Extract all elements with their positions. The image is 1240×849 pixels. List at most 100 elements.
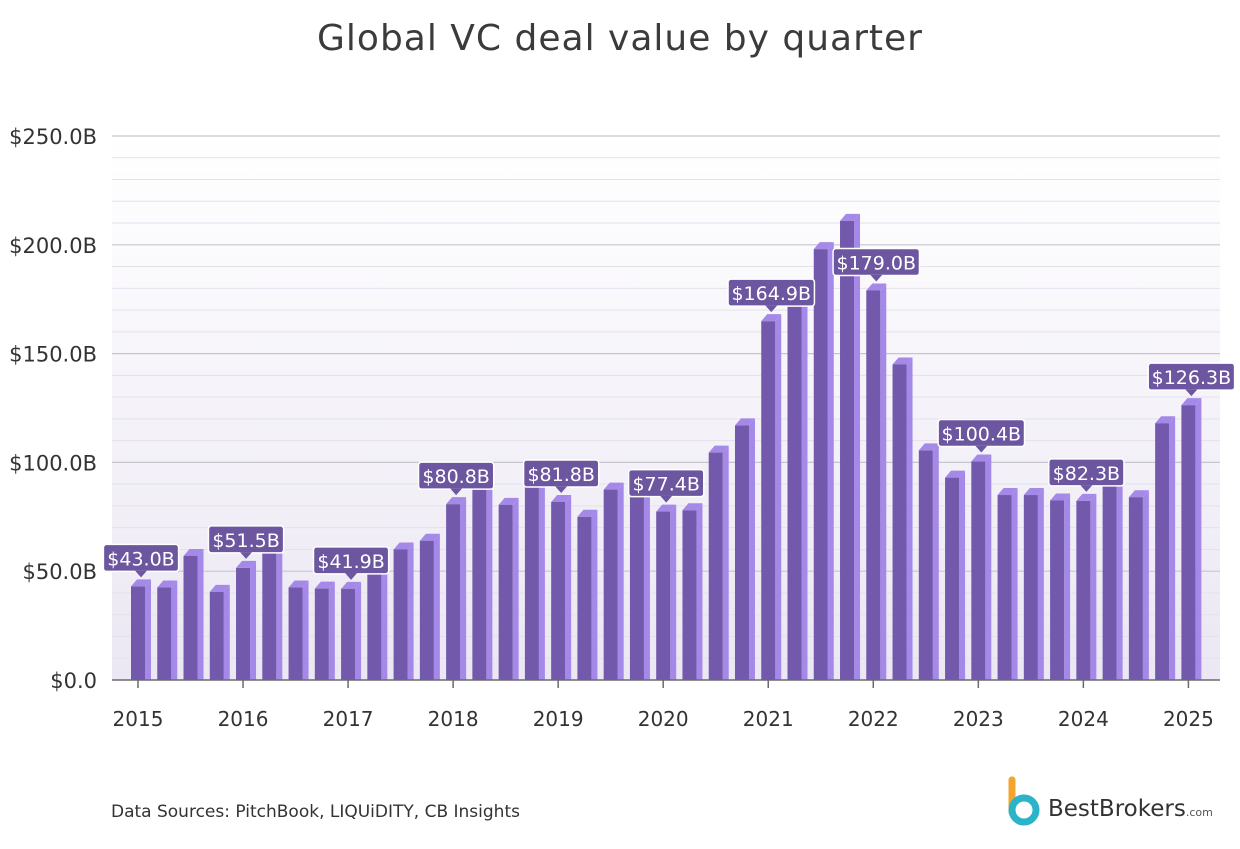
bar	[708, 445, 729, 680]
data-label: $126.3B	[1147, 362, 1236, 397]
bar-top	[341, 581, 362, 589]
bar	[945, 470, 966, 680]
bar	[262, 542, 283, 680]
bar	[367, 563, 388, 680]
bar	[314, 581, 335, 680]
bar-side	[355, 581, 362, 680]
y-axis: $0.0 $50.0B $100.0B $150.0B $200.0B $250.0B	[9, 125, 97, 693]
bar	[1102, 474, 1123, 680]
bar-front	[262, 549, 277, 680]
bar	[551, 495, 572, 680]
y-tick-label: $150.0B	[9, 343, 97, 367]
bar	[524, 477, 545, 680]
bar-front	[1050, 500, 1065, 680]
bar	[1155, 416, 1176, 680]
data-label: $80.8B	[417, 461, 495, 496]
bar-top	[813, 242, 834, 250]
bar-front	[341, 588, 356, 680]
bar-front	[708, 452, 723, 680]
bar-side	[801, 294, 808, 680]
bar-front	[813, 249, 828, 681]
bar-top	[157, 580, 178, 588]
bar-top	[1155, 416, 1176, 424]
data-label-pointer	[1080, 485, 1093, 492]
bar	[209, 584, 230, 680]
bar-top	[866, 283, 887, 291]
data-label: $100.4B	[937, 418, 1026, 453]
bar-top	[419, 533, 440, 541]
bar-front	[918, 450, 933, 680]
bar	[183, 548, 204, 680]
bar-top	[708, 445, 729, 453]
bar-front	[498, 504, 513, 680]
bar-front	[131, 586, 145, 680]
x-tick-label: 2022	[848, 707, 899, 731]
bar	[1128, 490, 1149, 680]
bar-top	[131, 579, 151, 587]
bar-side	[197, 548, 204, 680]
bar	[288, 580, 309, 680]
bar-top	[577, 509, 598, 517]
bar-side	[250, 560, 257, 680]
data-labels: $43.0B $51.5B $41.9B $80.8B $81.8B $77.4B $164…	[102, 247, 1236, 580]
data-label-text: $82.3B	[1053, 463, 1120, 485]
y-tick-label: $250.0B	[9, 125, 97, 149]
bar-top	[314, 581, 335, 589]
bar-side	[643, 483, 650, 680]
y-tick-label: $200.0B	[9, 234, 97, 258]
bar	[236, 560, 257, 680]
bar-top	[498, 497, 519, 505]
bar-side	[486, 481, 493, 680]
bar-front	[656, 511, 671, 680]
bar-front	[1181, 405, 1196, 680]
bar-top	[892, 357, 913, 365]
data-label-pointer	[345, 573, 358, 580]
bar	[1023, 488, 1044, 680]
bar-side	[565, 495, 572, 680]
x-tick-label: 2023	[953, 707, 1004, 731]
x-tick-label: 2015	[113, 707, 164, 731]
bar-front	[157, 587, 172, 680]
bar	[997, 488, 1018, 680]
data-label-pointer	[870, 274, 883, 282]
bar	[1181, 398, 1202, 680]
data-label-pointer	[240, 552, 253, 559]
bar-front	[892, 364, 907, 680]
bar-side	[617, 482, 624, 680]
y-tick-label: $100.0B	[9, 451, 97, 475]
bar-front	[577, 516, 592, 680]
data-label-text: $81.8B	[527, 464, 594, 486]
chart: $0.0 $50.0B $100.0B $150.0B $200.0B $250.0B 2…	[9, 125, 1236, 731]
bar-side	[906, 357, 913, 680]
bar-front	[1076, 500, 1091, 680]
bar-side	[591, 509, 598, 680]
bar-front	[551, 502, 566, 680]
bar	[498, 497, 519, 680]
bar-side	[880, 283, 887, 680]
bar-side	[460, 497, 467, 680]
bar-front	[393, 549, 408, 680]
bar	[1050, 493, 1071, 680]
bar	[472, 481, 493, 680]
data-label-pointer	[555, 486, 568, 494]
bar	[840, 213, 861, 680]
y-tick-label: $50.0B	[22, 560, 97, 584]
data-label-pointer	[450, 488, 463, 496]
bar-front	[1128, 497, 1143, 680]
bar	[419, 533, 440, 680]
bar-side	[1011, 488, 1018, 680]
bar-side	[1195, 398, 1202, 680]
x-tick-label: 2021	[743, 707, 794, 731]
bar-top	[209, 584, 230, 592]
bar-side	[171, 580, 178, 680]
data-label: $81.8B	[522, 459, 600, 494]
bar-top	[945, 470, 966, 478]
bar	[813, 242, 834, 681]
bar	[971, 454, 992, 680]
bar-top	[734, 418, 755, 426]
data-label-text: $77.4B	[632, 474, 699, 496]
bar-front	[761, 321, 776, 680]
data-label-text: $100.4B	[942, 424, 1022, 446]
bar-top	[1050, 493, 1071, 501]
x-tick-label: 2025	[1163, 707, 1214, 731]
